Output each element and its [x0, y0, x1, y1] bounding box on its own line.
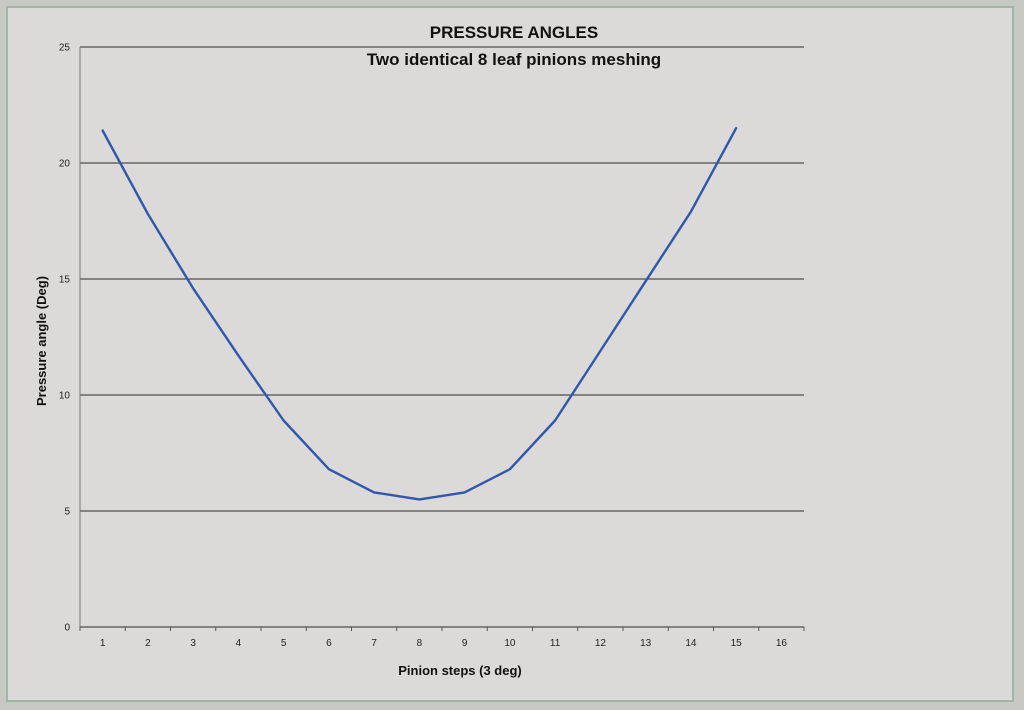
chart-subtitle: Two identical 8 leaf pinions meshing [367, 50, 661, 69]
x-tick-label: 11 [550, 638, 561, 649]
x-tick-label: 14 [685, 638, 697, 649]
grid-layer [80, 46, 804, 628]
y-tick-label: 5 [64, 507, 70, 518]
series-line-1 [101, 126, 738, 501]
y-axis-label: Pressure angle (Deg) [34, 276, 49, 406]
series-layer [101, 126, 738, 501]
x-tick-label: 3 [190, 638, 196, 649]
chart: PRESSURE ANGLES Two identical 8 leaf pin… [34, 23, 805, 678]
x-tick-label: 7 [371, 638, 377, 649]
x-axis-label: Pinion steps (3 deg) [398, 663, 522, 678]
x-tick-label: 1 [100, 638, 106, 649]
x-tick-label: 13 [640, 638, 652, 649]
x-tick-label: 4 [236, 638, 242, 649]
y-tick-label: 20 [59, 159, 71, 170]
x-tick-label: 15 [731, 638, 743, 649]
chart-frame: PRESSURE ANGLES Two identical 8 leaf pin… [6, 6, 1014, 702]
x-tick-label: 5 [281, 638, 287, 649]
x-tick-label: 16 [776, 638, 788, 649]
x-tick-label: 6 [326, 638, 332, 649]
y-tick-label: 10 [59, 391, 71, 402]
x-tick-label: 12 [595, 638, 607, 649]
x-tick-label: 8 [417, 638, 423, 649]
x-tick-label: 9 [462, 638, 468, 649]
x-tick-label: 10 [504, 638, 516, 649]
chart-title: PRESSURE ANGLES [430, 23, 598, 42]
y-tick-label: 25 [59, 43, 71, 54]
y-tick-label: 0 [64, 623, 70, 634]
y-tick-label: 15 [59, 275, 71, 286]
x-tick-label: 2 [145, 638, 151, 649]
